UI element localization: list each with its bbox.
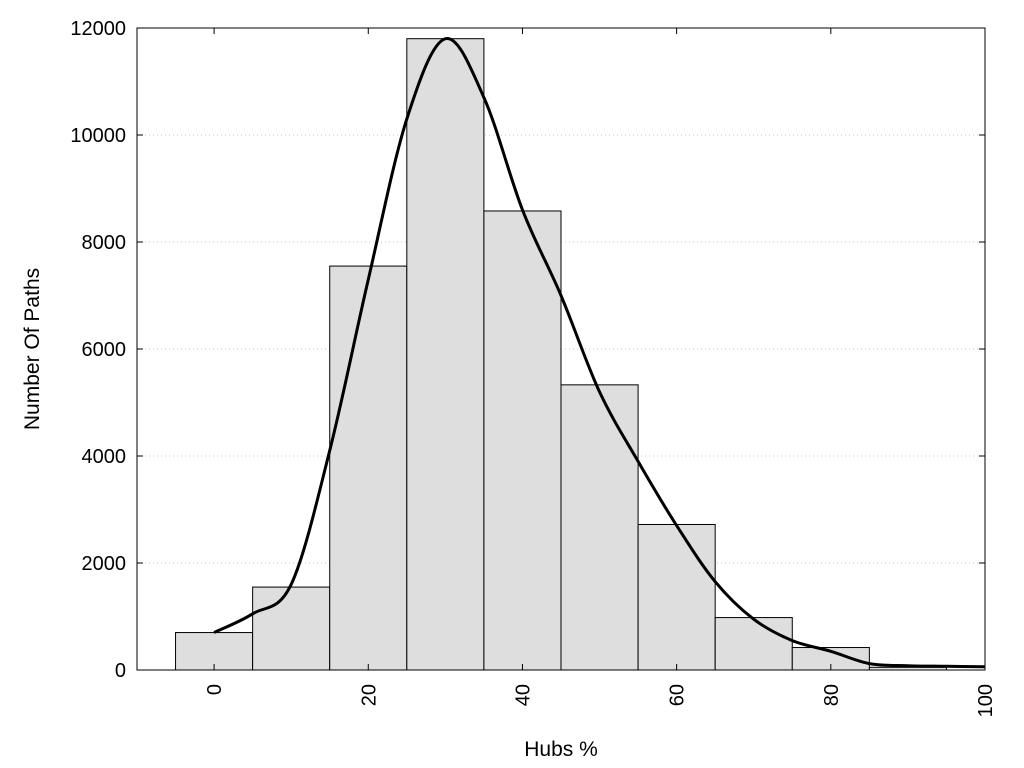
x-tick-label: 100 [975, 684, 997, 717]
histogram-bar [252, 586, 331, 671]
histogram-bars [175, 38, 947, 671]
y-tick-label: 4000 [82, 446, 127, 468]
density-curve-layer [213, 37, 986, 669]
x-tick-label: 60 [667, 684, 689, 706]
y-tick-label: 6000 [82, 339, 127, 361]
x-tick-label: 0 [204, 684, 226, 695]
x-tick-label: 20 [358, 684, 380, 706]
x-tick-label: 80 [821, 684, 843, 706]
x-axis-ticks: 0 20 40 60 80 100 [204, 28, 997, 717]
x-tick-label: 40 [512, 684, 534, 706]
histogram-bar [560, 384, 639, 671]
y-tick-label: 0 [115, 660, 126, 682]
density-curve [213, 37, 986, 669]
histogram-bar [329, 265, 408, 671]
histogram-bar [637, 523, 716, 671]
y-axis-title: Number Of Paths [21, 268, 44, 430]
y-tick-label: 12000 [70, 18, 126, 40]
y-tick-label: 10000 [70, 125, 126, 147]
y-tick-label: 8000 [82, 232, 127, 254]
y-axis-ticks: 0 2000 4000 6000 8000 10000 12000 [70, 18, 985, 682]
histogram-bar [714, 617, 793, 671]
x-axis-title: Hubs % [524, 738, 598, 761]
y-tick-label: 2000 [82, 553, 127, 575]
histogram-bar [483, 210, 562, 671]
histogram-bar [406, 38, 485, 671]
